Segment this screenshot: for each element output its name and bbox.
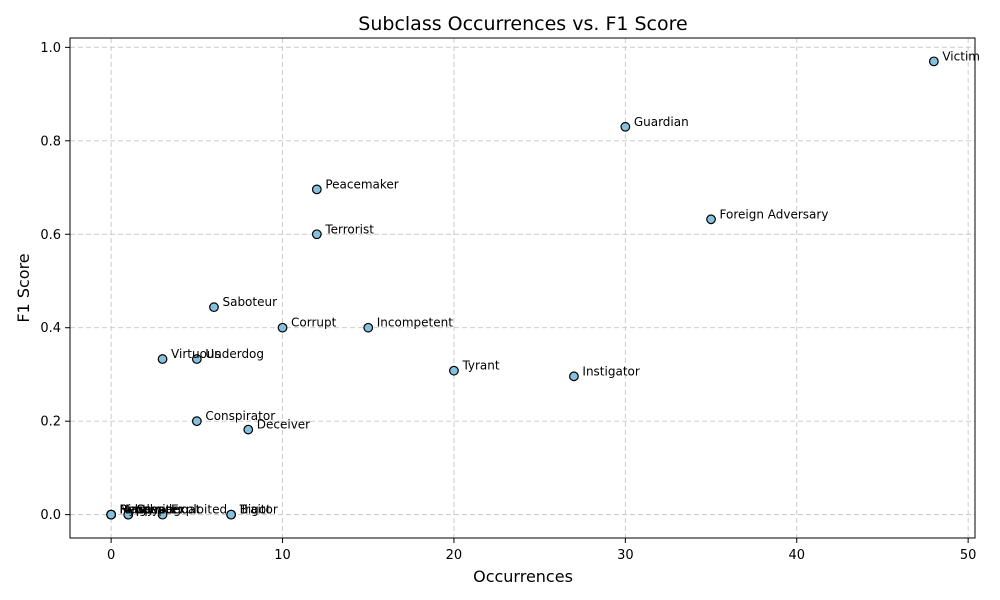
chart-title: Subclass Occurrences vs. F1 Score xyxy=(358,13,687,35)
data-points xyxy=(106,56,939,520)
data-point xyxy=(277,322,288,333)
point-labels: Victim Guardian Peacemaker Foreign Adversar… xyxy=(120,49,980,516)
x-tick-label: 10 xyxy=(274,548,291,563)
point-label: Corrupt xyxy=(291,316,337,330)
data-point xyxy=(311,229,322,240)
point-label: Conspirator xyxy=(205,409,275,423)
data-point xyxy=(226,509,237,520)
point-label: Martyr xyxy=(120,503,159,517)
y-tick-label: 0.0 xyxy=(40,508,61,523)
point-label: Hypocrite xyxy=(120,503,178,517)
data-point xyxy=(106,509,117,520)
y-tick-label: 1.0 xyxy=(40,41,61,56)
point-label: Scapegoat xyxy=(137,503,201,517)
data-point xyxy=(569,371,579,382)
data-point xyxy=(620,121,631,132)
y-axis-title: F1 Score xyxy=(14,253,33,322)
point-label: Instigator xyxy=(582,364,639,378)
data-point xyxy=(449,365,459,376)
y-tick-label: 0.6 xyxy=(40,228,61,243)
x-tick-label: 20 xyxy=(446,548,463,563)
x-tick-label: 40 xyxy=(788,548,805,563)
x-tick-label: 30 xyxy=(617,548,634,563)
data-point xyxy=(363,322,374,333)
plot-area-frame xyxy=(69,37,976,539)
point-label: Guardian xyxy=(634,115,689,129)
data-point xyxy=(706,214,716,225)
point-label: Saboteur xyxy=(222,295,277,309)
point-label: Foreign Adversary xyxy=(720,207,829,221)
data-point xyxy=(123,509,134,520)
data-point xyxy=(928,56,939,67)
axis-ticks: 0 10 20 30 40 50 0.0 0.2 0.4 0.6 0.8 1.0 xyxy=(40,41,976,563)
data-point xyxy=(157,354,168,364)
y-tick-label: 0.2 xyxy=(40,415,61,430)
data-point xyxy=(243,424,254,435)
point-label: Peacemaker xyxy=(325,177,398,191)
y-tick-label: 0.8 xyxy=(40,134,61,149)
point-label: Incompetent xyxy=(377,316,453,330)
point-label: Tyrant xyxy=(461,359,499,373)
point-label: Ringleader xyxy=(120,503,185,517)
point-label: Virtuous xyxy=(171,347,221,361)
point-label: Exploited xyxy=(171,503,227,517)
data-point xyxy=(209,302,219,313)
data-point xyxy=(157,509,168,520)
data-point xyxy=(191,416,202,427)
x-axis-title: Occurrences xyxy=(473,567,573,586)
y-tick-label: 0.4 xyxy=(40,321,61,336)
point-label: Victim xyxy=(942,49,980,63)
point-label: Deceiver xyxy=(257,418,310,432)
grid xyxy=(70,38,975,538)
point-label: Bigot xyxy=(240,503,272,517)
point-label: Rebel xyxy=(120,503,154,517)
data-point xyxy=(191,354,202,364)
point-label: Terrorist xyxy=(324,222,374,236)
x-tick-label: 0 xyxy=(107,548,115,563)
x-tick-label: 50 xyxy=(960,548,977,563)
point-label: Spy xyxy=(137,503,159,517)
data-point xyxy=(311,184,322,195)
point-label: Underdog xyxy=(205,347,264,361)
point-label: Traitor xyxy=(239,503,278,517)
